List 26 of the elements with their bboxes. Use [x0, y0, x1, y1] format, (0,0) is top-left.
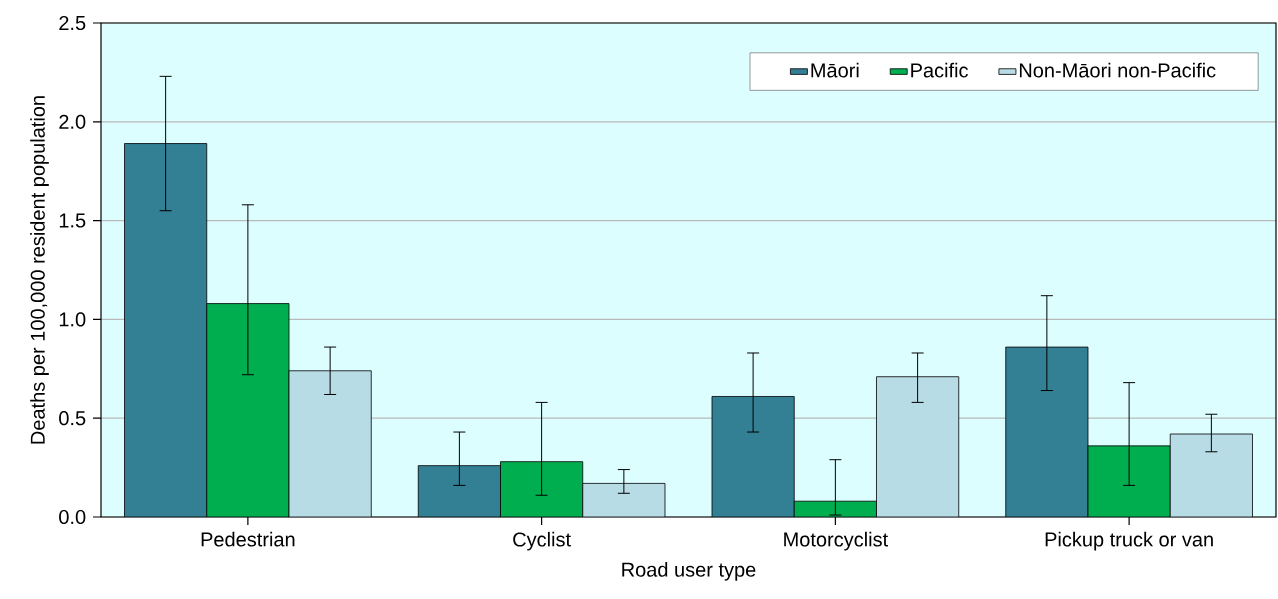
y-tick-label: 2.5 — [59, 15, 86, 31]
legend-label: Non-Māori non-Pacific — [1019, 62, 1216, 78]
bar — [582, 483, 665, 517]
bar — [712, 396, 795, 517]
bar — [500, 461, 583, 517]
y-tick-label: 1.0 — [59, 312, 86, 327]
bar — [206, 303, 289, 517]
x-tick-label: Pedestrian — [201, 531, 295, 547]
y-tick-label: 0.0 — [59, 509, 86, 525]
bar — [1087, 445, 1171, 517]
y-tick-label: 0.5 — [59, 411, 86, 426]
y-axis-title: Deaths per 100,000 resident population — [30, 96, 49, 444]
bar — [418, 465, 501, 517]
x-axis-title: Road user type — [622, 562, 756, 581]
bar — [1005, 346, 1089, 517]
x-tick-label: Cyclist — [513, 531, 571, 551]
x-tick-label: Motorcyclist — [784, 531, 888, 551]
y-tick-label: 1.5 — [59, 213, 86, 228]
legend-label: Pacific — [911, 62, 968, 78]
bar — [124, 143, 207, 517]
x-tick-label: Pickup truck or van — [1045, 531, 1213, 551]
legend-label: Māori — [811, 62, 859, 78]
y-tick-label: 2.0 — [59, 114, 86, 129]
bar — [1169, 433, 1253, 517]
bar — [289, 370, 372, 517]
bar — [876, 376, 959, 517]
